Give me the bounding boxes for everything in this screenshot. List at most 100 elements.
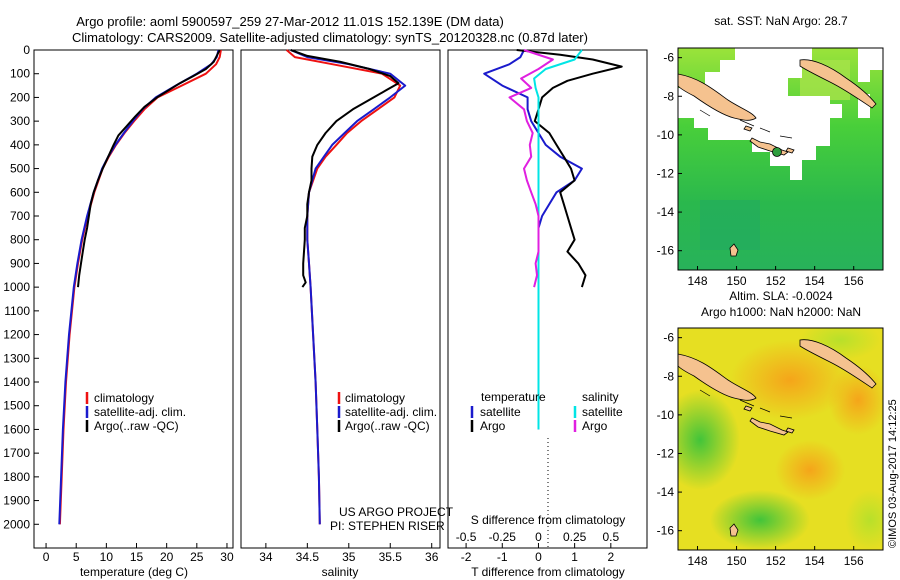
- salinity-tick-label: 35.5: [379, 550, 403, 564]
- depth-tick-label: 1000: [3, 280, 30, 294]
- depth-tick-label: 1100: [4, 304, 30, 318]
- legend-label-satellite: satellite-adj. clim.: [345, 405, 437, 419]
- t-difference-tick-label: -1: [497, 550, 508, 564]
- land-islands: [743, 125, 795, 156]
- sst-map-axes: 148 150 152 154 156 -6 -8 -10 -12 -14 -16: [657, 51, 864, 288]
- sla-map-subtitle: Argo h1000: NaN h2000: NaN: [701, 305, 861, 319]
- depth-tick-label: 800: [10, 233, 30, 247]
- depth-tick-label: 1500: [3, 399, 30, 413]
- lon-tick-label: 156: [844, 274, 864, 288]
- depth-tick-label: 700: [10, 209, 30, 223]
- lon-tick-label: 148: [688, 274, 708, 288]
- depth-tick-label: 1300: [3, 351, 30, 365]
- depth-tick-label: 300: [10, 114, 30, 128]
- series-line-satellite-adj-clim-: [58, 49, 220, 525]
- legend-label-argo: Argo(..raw -QC): [94, 419, 179, 433]
- s-difference-label: S difference from climatology: [471, 513, 626, 527]
- legend-header-temperature: temperature: [481, 390, 546, 404]
- lon-tick-label: 156: [844, 554, 864, 568]
- series-line-s-satellite: [533, 49, 583, 430]
- legend-label-argo: Argo(..raw -QC): [345, 419, 430, 433]
- depth-tick-label: 1200: [3, 328, 30, 342]
- t-difference-tick-label: 1: [571, 550, 578, 564]
- depth-tick-label: 0: [23, 43, 30, 57]
- land-new-britain: [799, 339, 877, 389]
- series-line-argo-raw-qc-: [290, 49, 400, 288]
- depth-tick-label: 500: [10, 162, 30, 176]
- depth-axis: 0 100 200 300 400 500 600 700 800 900 1000 1100 1200…: [3, 43, 39, 531]
- sst-missing-area: [858, 48, 883, 82]
- legend-label-s-argo: Argo: [582, 419, 608, 433]
- series-line-satellite-adj-clim-: [290, 49, 407, 525]
- lat-tick-label: -6: [663, 331, 674, 345]
- temperature-x-axis: 0 5 10 15 20 25 30: [43, 543, 234, 564]
- temperature-xlabel: temperature (deg C): [80, 565, 188, 579]
- sla-blob: [730, 340, 850, 420]
- sla-map-title: Altim. SLA: -0.0024: [729, 289, 833, 303]
- lon-tick-label: 152: [766, 554, 786, 568]
- temperature-tick-label: 15: [130, 550, 144, 564]
- coastline-lines: [699, 109, 793, 139]
- temperature-tick-label: 10: [100, 550, 114, 564]
- lon-tick-label: 154: [805, 274, 825, 288]
- copyright-stamp: ©IMOS 03-Aug-2017 14:12:25: [887, 399, 899, 548]
- sst-map-panel: sat. SST: NaN Argo: 28.7 148 150 152 154 156…: [657, 14, 884, 288]
- depth-tick-label: 2000: [3, 517, 30, 531]
- sla-map-panel: Altim. SLA: -0.0024 Argo h1000: NaN h200…: [657, 289, 884, 568]
- lat-tick-label: -16: [657, 244, 675, 258]
- land-new-guinea: [678, 353, 757, 401]
- lat-tick-label: -8: [663, 369, 674, 383]
- s-difference-tick-label: 0: [535, 530, 542, 544]
- lon-tick-label: 150: [727, 554, 747, 568]
- difference-x-axis: -2 -1 0 1 2 -0.5 -0.25 0 0.25 0.5: [456, 530, 620, 564]
- lat-tick-label: -12: [657, 166, 675, 180]
- temperature-tick-label: 20: [160, 550, 174, 564]
- argo-float-marker: [772, 147, 782, 157]
- title-line-2: Climatology: CARS2009. Satellite-adjuste…: [72, 30, 588, 45]
- land-small-island: [729, 523, 739, 537]
- lat-tick-label: -12: [657, 446, 675, 460]
- salinity-tick-label: 35: [342, 550, 356, 564]
- lat-tick-label: -10: [657, 408, 675, 422]
- s-difference-tick-label: 0.5: [602, 530, 619, 544]
- salinity-panel: 34 34.5 35 35.5 36 salinity climatology sate…: [240, 49, 454, 579]
- series-line-argo-raw-qc-: [77, 49, 221, 288]
- depth-tick-label: 1400: [3, 375, 30, 389]
- pi-annotation: PI: STEPHEN RISER: [330, 519, 445, 533]
- salinity-x-axis: 34 34.5 35 35.5 36: [259, 543, 439, 564]
- sla-blob: [678, 390, 740, 490]
- difference-legend: temperature salinity satellite Argo sate…: [470, 390, 623, 433]
- legend-label-s-satellite: satellite: [582, 405, 623, 419]
- t-difference-xlabel: T difference from climatology: [471, 565, 625, 579]
- salinity-legend: climatology satellite-adj. clim. Argo(..…: [337, 391, 437, 433]
- depth-tick-label: 200: [10, 90, 30, 104]
- coastline-lines: [699, 389, 793, 419]
- sla-map-axes: 148 150 152 154 156 -6 -8 -10 -12 -14 -16: [657, 331, 864, 568]
- lon-tick-label: 150: [727, 274, 747, 288]
- depth-tick-label: 1800: [3, 470, 30, 484]
- sla-map-frame: [677, 327, 884, 551]
- lat-tick-label: -6: [663, 51, 674, 65]
- depth-tick-label: 600: [10, 185, 30, 199]
- temperature-tick-label: 5: [73, 550, 80, 564]
- temperature-axes-frame: [33, 49, 234, 549]
- legend-label-climatology: climatology: [94, 391, 154, 405]
- land-new-guinea: [678, 73, 757, 121]
- salinity-tick-label: 36: [425, 550, 439, 564]
- depth-tick-label: 1900: [3, 494, 30, 508]
- depth-tick-label: 100: [10, 67, 30, 81]
- depth-tick-label: 1600: [3, 422, 30, 436]
- s-difference-tick-label: 0.25: [563, 530, 587, 544]
- temperature-tick-label: 25: [190, 550, 204, 564]
- sst-map-frame: [677, 47, 884, 271]
- depth-tick-label: 900: [10, 256, 30, 270]
- difference-axes-frame: [447, 49, 648, 549]
- lat-tick-label: -16: [657, 524, 675, 538]
- salinity-tick-label: 34: [259, 550, 273, 564]
- temperature-panel: 0100200300400500600700800900100011001200…: [3, 43, 234, 579]
- series-line-t-argo: [516, 49, 623, 288]
- difference-series: [483, 49, 623, 430]
- legend-label-t-argo: Argo: [480, 419, 506, 433]
- title-line-1: Argo profile: aoml 5900597_259 27-Mar-20…: [76, 14, 504, 29]
- land-islands: [743, 405, 795, 436]
